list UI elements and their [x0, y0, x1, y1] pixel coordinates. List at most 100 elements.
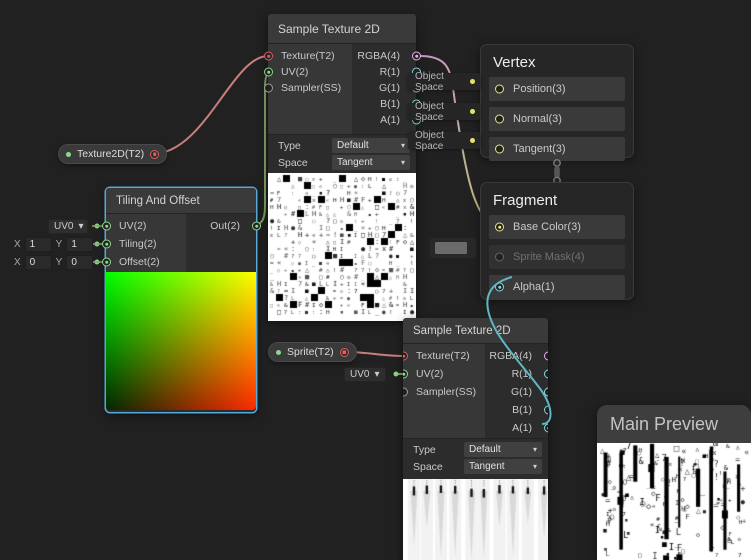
uv-gradient-preview [106, 272, 256, 410]
input-row-sampler: Sampler(SS) [403, 383, 485, 401]
port-out[interactable] [252, 221, 261, 231]
main-preview-panel[interactable]: Main Preview [597, 405, 751, 560]
port-uv-in[interactable] [264, 67, 273, 77]
fragment-context-block[interactable]: Fragment Base Color(3) Sprite Mask(4) Al… [480, 182, 634, 300]
port-label: B(1) [380, 98, 400, 110]
vertex-row-normal[interactable]: Normal(3) [489, 107, 625, 131]
port-tangent[interactable] [495, 144, 504, 154]
port-a-out[interactable] [544, 423, 548, 433]
port-label: G(1) [379, 82, 400, 94]
uv0-2-stub-dot [393, 371, 399, 377]
port-sprite-out[interactable] [339, 347, 349, 357]
port-label: RGBA(4) [357, 50, 400, 62]
tiling-stub-dot [94, 241, 100, 247]
port-label: Sampler(SS) [281, 82, 342, 94]
port-g-out[interactable] [544, 387, 548, 397]
port-spritemask[interactable] [495, 252, 504, 262]
node-title: Sample Texture 2D [278, 21, 380, 36]
node-sample-texture-2d-top[interactable]: Sample Texture 2D Texture(T2) UV(2) Samp… [264, 14, 421, 321]
main-preview-image [597, 443, 751, 560]
port-offset-in[interactable] [102, 257, 111, 267]
tiling-x-input[interactable]: 1 [24, 237, 52, 252]
port-uv-in[interactable] [102, 221, 111, 231]
port-stub-dot [470, 79, 475, 84]
type-dropdown[interactable]: Default ▾ [464, 442, 542, 457]
fragment-row-alpha[interactable]: Alpha(1) [489, 275, 625, 299]
fragment-row-spritemask[interactable]: Sprite Mask(4) [489, 245, 625, 269]
node-header[interactable]: Sample Texture 2D [403, 318, 548, 344]
uv-channel-dropdown[interactable]: UV0 ▾ [48, 219, 88, 234]
offset-xy-fields: X 0 Y 0 [14, 255, 94, 270]
main-preview-header[interactable]: Main Preview [597, 405, 751, 443]
node-header[interactable]: Sample Texture 2D [268, 14, 416, 44]
input-row-uv: UV(2) [264, 64, 352, 80]
port-texture2d-out[interactable] [150, 149, 160, 159]
output-row-rgba: RGBA(4) [352, 48, 421, 64]
offset-x-input[interactable]: 0 [24, 255, 52, 270]
input-column: Texture(T2) UV(2) Sampler(SS) [264, 44, 352, 134]
output-row-g: G(1) [485, 383, 548, 401]
exposed-dot [276, 349, 281, 355]
node-settings: Type Default ▾ Space Tangent ▾ [403, 438, 548, 479]
port-rgba-out[interactable] [412, 51, 421, 61]
property-node-sprite[interactable]: Sprite(T2) [268, 342, 357, 362]
port-sampler-in[interactable] [264, 83, 273, 93]
port-stub-dot [470, 109, 475, 114]
space-pill-tangent[interactable]: Object Space [408, 130, 480, 152]
node-header[interactable]: Tiling And Offset [106, 188, 256, 214]
chain-link-icon [553, 159, 561, 185]
port-label: R(1) [379, 66, 400, 78]
space-pill-normal[interactable]: Object Space [408, 101, 480, 123]
space-dropdown[interactable]: Tangent ▾ [332, 155, 410, 170]
space-pill-position[interactable]: Object Space [408, 71, 480, 93]
property-node-texture2d[interactable]: Texture2D(T2) [58, 144, 168, 164]
dropdown-arrow-icon: ▾ [532, 445, 537, 454]
dropdown-arrow-icon: ▾ [374, 369, 380, 380]
uv-channel-dropdown-2[interactable]: UV0 ▾ [344, 367, 386, 382]
output-row-a: A(1) [352, 112, 421, 128]
port-texture-in[interactable] [403, 351, 408, 361]
port-rgba-out[interactable] [544, 351, 548, 361]
tiling-y-input[interactable]: 1 [66, 237, 94, 252]
port-position[interactable] [495, 84, 504, 94]
input-row-sampler: Sampler(SS) [264, 80, 352, 96]
input-row-uv: UV(2) [403, 365, 485, 383]
offset-y-input[interactable]: 0 [66, 255, 94, 270]
port-tiling-in[interactable] [102, 239, 111, 249]
fragment-title: Fragment [493, 192, 558, 209]
port-basecolor[interactable] [495, 222, 504, 232]
vertex-context-block[interactable]: Vertex Position(3) Normal(3) Tangent(3) [480, 44, 634, 161]
port-uv-in[interactable] [403, 369, 408, 379]
input-row-texture: Texture(T2) [403, 347, 485, 365]
vertex-row-tangent[interactable]: Tangent(3) [489, 137, 625, 161]
spritemask-default-field[interactable] [430, 238, 476, 258]
main-preview-title: Main Preview [610, 413, 719, 434]
node-sample-texture-2d-bottom[interactable]: Sample Texture 2D Texture(T2) UV(2) Samp… [403, 318, 548, 560]
port-normal[interactable] [495, 114, 504, 124]
node-tiling-and-offset[interactable]: Tiling And Offset UV(2) Tiling(2) Offset… [102, 188, 261, 412]
port-b-out[interactable] [544, 405, 548, 415]
port-r-out[interactable] [544, 369, 548, 379]
port-sampler-in[interactable] [403, 387, 408, 397]
output-row-r: R(1) [352, 64, 421, 80]
fragment-row-basecolor[interactable]: Base Color(3) [489, 215, 625, 239]
dropdown-arrow-icon: ▾ [400, 141, 405, 150]
port-texture-in[interactable] [264, 51, 273, 61]
exposed-dot [66, 151, 71, 157]
port-alpha[interactable] [495, 282, 504, 292]
wire-texture2d-to-sample[interactable] [151, 55, 269, 155]
vertex-row-position[interactable]: Position(3) [489, 77, 625, 101]
dropdown-arrow-icon: ▾ [400, 158, 405, 167]
output-row-r: R(1) [485, 365, 548, 383]
node-title: Sample Texture 2D [413, 324, 511, 337]
tiling-xy-fields: X 1 Y 1 [14, 237, 94, 252]
port-label: UV(2) [281, 66, 309, 78]
dropdown-arrow-icon: ▾ [532, 462, 537, 471]
node-settings: Type Default ▾ Space Tangent ▾ [268, 134, 416, 173]
input-column: UV(2) Tiling(2) Offset(2) [102, 214, 186, 272]
space-dropdown[interactable]: Tangent ▾ [464, 459, 542, 474]
port-label: A(1) [380, 114, 400, 126]
output-column: RGBA(4) R(1) G(1) B(1) A(1) [352, 44, 421, 134]
type-dropdown[interactable]: Default ▾ [332, 138, 410, 153]
